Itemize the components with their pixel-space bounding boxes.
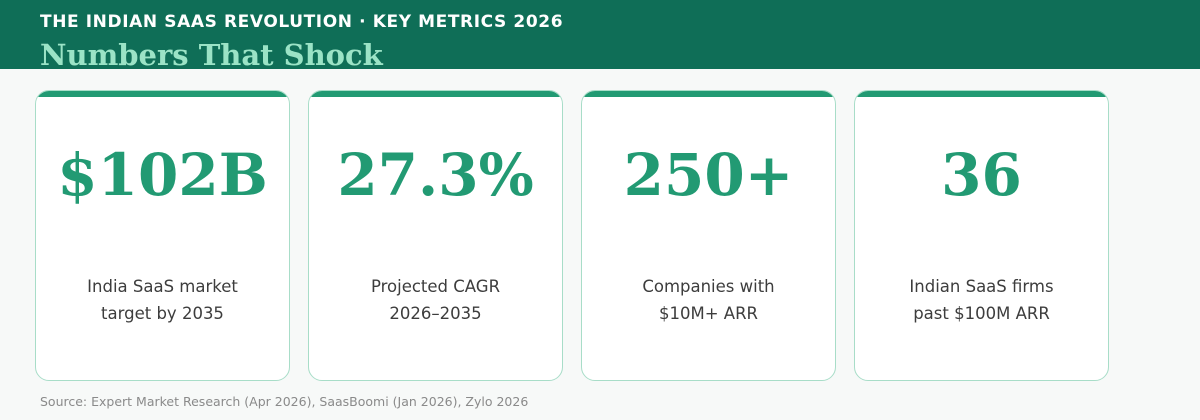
metric-label: Projected CAGR 2026–2035 [319, 273, 552, 327]
metric-label: India SaaS market target by 2035 [46, 273, 279, 327]
metric-label-line: $10M+ ARR [658, 304, 759, 323]
metric-card-100m-arr: 36 Indian SaaS firms past $100M ARR [854, 90, 1109, 381]
metric-label-line: Projected CAGR [370, 277, 501, 296]
page-title: Numbers That Shock [40, 38, 383, 72]
metric-card-10m-arr: 250+ Companies with $10M+ ARR [581, 90, 836, 381]
metric-value: 250+ [623, 141, 794, 209]
metric-label: Indian SaaS firms past $100M ARR [865, 273, 1098, 327]
metric-value: 27.3% [337, 141, 534, 209]
card-accent-bar [36, 91, 289, 97]
metric-label: Companies with $10M+ ARR [592, 273, 825, 327]
metric-label-line: past $100M ARR [913, 304, 1050, 323]
metric-label-line: Companies with [642, 277, 775, 296]
metric-value: 36 [941, 141, 1022, 209]
metric-label-line: India SaaS market [87, 277, 238, 296]
card-accent-bar [582, 91, 835, 97]
metric-label-line: Indian SaaS firms [909, 277, 1054, 296]
metric-label-line: 2026–2035 [389, 304, 482, 323]
card-accent-bar [309, 91, 562, 97]
source-note: Source: Expert Market Research (Apr 2026… [40, 394, 529, 409]
metric-value: $102B [57, 141, 268, 209]
card-accent-bar [855, 91, 1108, 97]
metric-label-line: target by 2035 [101, 304, 224, 323]
header-band: THE INDIAN SAAS REVOLUTION · KEY METRICS… [0, 0, 1200, 72]
header-eyebrow: THE INDIAN SAAS REVOLUTION · KEY METRICS… [40, 12, 564, 32]
metric-card-market-size: $102B India SaaS market target by 2035 [35, 90, 290, 381]
metric-card-cagr: 27.3% Projected CAGR 2026–2035 [308, 90, 563, 381]
